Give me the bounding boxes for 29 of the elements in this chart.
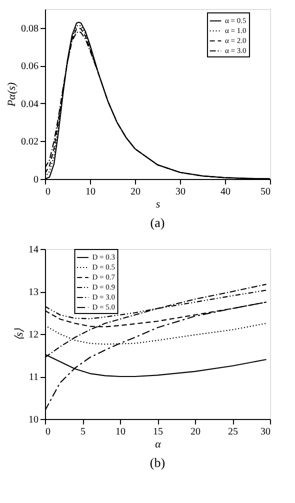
x-tick-label: 10 [116,426,126,438]
x-tick-label: 15 [153,426,163,438]
x-tick-label: 20 [130,186,140,198]
y-tick-label: 12 [28,330,38,340]
x-tick-label: 25 [228,426,238,438]
x-tick-label: 30 [176,186,186,198]
x-tick-label: 0 [46,186,50,198]
y-tick-label: 0.08 [21,23,38,34]
text: (b) [150,455,166,470]
y-tick-label: 13 [28,287,38,298]
y-axis-title: ⟨s⟩ [14,327,26,341]
y-tick-label: 10 [28,414,38,426]
x-tick-label: 40 [220,186,230,198]
y-tick-label: 0.06 [21,61,38,72]
y-axis-title: Pα(s) [6,82,18,108]
x-tick-label: 5 [80,426,86,438]
y-tick-label: 11 [28,372,38,383]
x-axis-title: s [156,198,160,210]
text: (a) [150,215,165,230]
x-tick-label: 10 [86,186,96,198]
x-tick-label: 30 [260,426,270,438]
x-tick-label: 0 [46,426,50,438]
x-tick-label: 20 [190,426,200,438]
y-tick-label: 14 [28,244,38,256]
x-tick-label: 50 [260,186,270,198]
x-axis-title: α [155,438,162,450]
y-tick-label: 0 [34,174,38,186]
y-tick-label: 0.02 [21,136,38,148]
y-tick-label: 0.04 [21,98,38,110]
